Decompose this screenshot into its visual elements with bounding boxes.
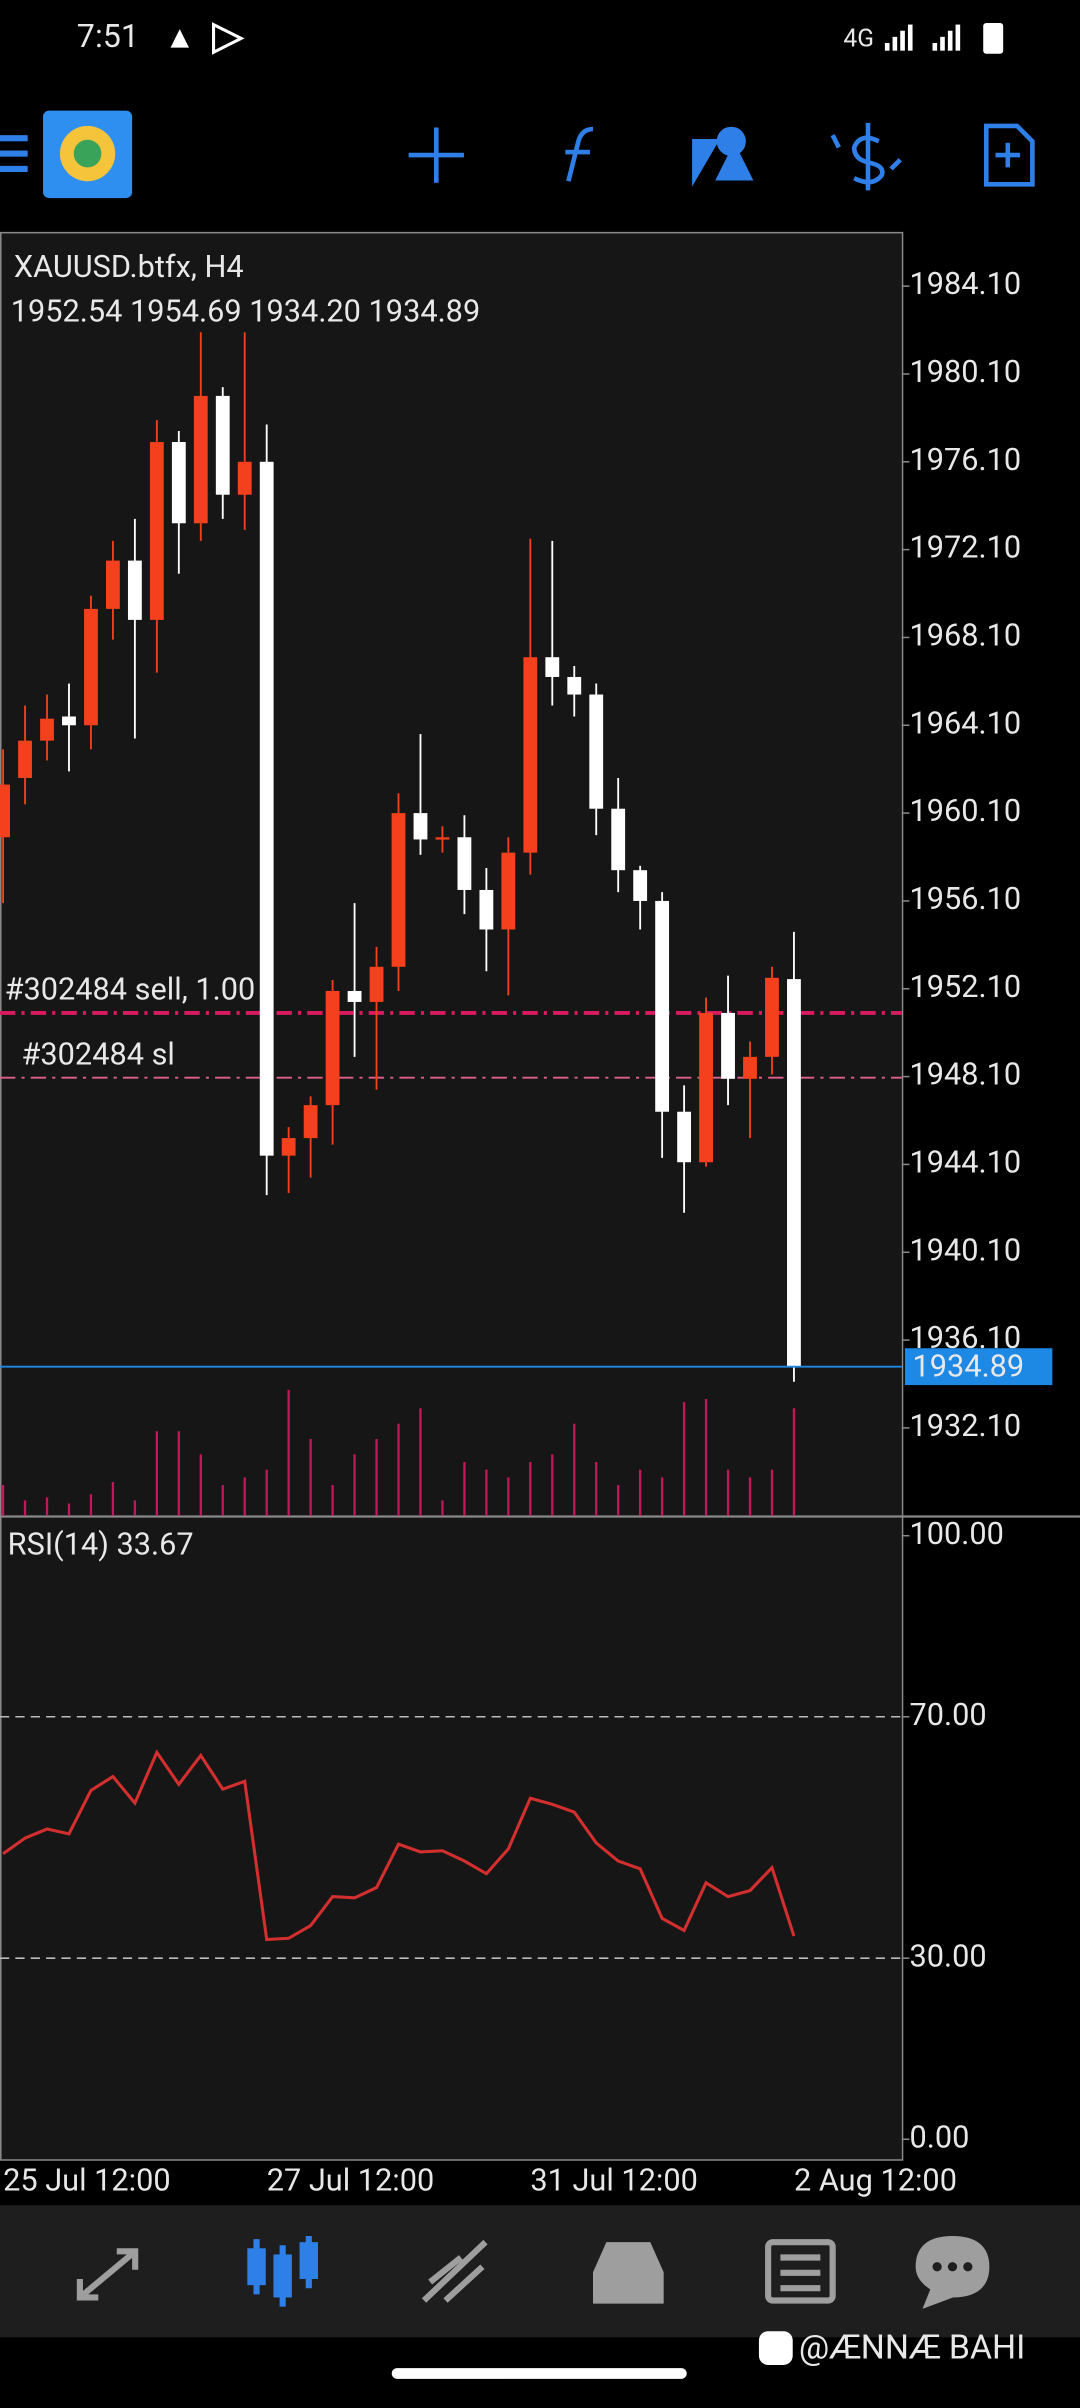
- y-tick-label: 0.00: [909, 2120, 969, 2155]
- candle-body: [501, 852, 516, 930]
- ohlc-readout: 1952.54 1954.69 1934.20 1934.89: [11, 294, 480, 329]
- price-tag: [904, 1348, 1053, 1386]
- candle-body: [171, 442, 186, 524]
- nav-chat[interactable]: [915, 2235, 990, 2309]
- candle-body: [106, 560, 120, 609]
- candle-body: [589, 694, 604, 809]
- candle-body: [18, 740, 32, 778]
- candle-body: [633, 870, 648, 901]
- order-label: #302484 sl: [22, 1037, 175, 1072]
- order-label: #302484 sell, 1.00: [5, 973, 256, 1008]
- home-indicator: [391, 2368, 687, 2379]
- trade-button[interactable]: [830, 122, 902, 191]
- y-tick-label: 1960.10: [909, 794, 1021, 829]
- chart-title: XAUUSD.btfx, H4: [14, 250, 244, 285]
- candle-body: [149, 442, 164, 620]
- x-tick-label: 2 Aug 12:00: [794, 2163, 957, 2198]
- candle-body: [523, 657, 538, 853]
- candle-body: [84, 608, 98, 726]
- candle-body: [413, 813, 428, 840]
- candle-body: [677, 1111, 692, 1163]
- price-tag-label: 1934.89: [913, 1349, 1025, 1384]
- candle-body: [611, 808, 626, 871]
- candle-body: [721, 1012, 735, 1079]
- app-icon[interactable]: [43, 110, 133, 199]
- nav-news[interactable]: [765, 2239, 836, 2304]
- y-tick-label: 70.00: [909, 1698, 986, 1733]
- candle-body: [545, 657, 560, 677]
- candle-body: [743, 1056, 757, 1079]
- candle-body: [40, 718, 54, 741]
- candle-body: [259, 461, 274, 1156]
- candle-body: [127, 560, 142, 620]
- candle-body: [215, 395, 230, 495]
- candle-body: [0, 784, 10, 838]
- bottom-nav: [0, 2205, 1080, 2338]
- nav-trade[interactable]: [421, 2239, 488, 2303]
- indicator-button[interactable]: [565, 126, 594, 182]
- y-tick-label: 1944.10: [909, 1146, 1021, 1181]
- new-order-button[interactable]: [983, 123, 1035, 187]
- y-tick-label: 1932.10: [909, 1409, 1021, 1444]
- candle-body: [699, 1012, 713, 1163]
- nav-history[interactable]: [593, 2242, 664, 2304]
- candle-body: [655, 900, 670, 1112]
- play-icon: [212, 22, 245, 55]
- y-tick-label: 1976.10: [909, 443, 1021, 478]
- candle-body: [457, 837, 472, 890]
- x-tick-label: 25 Jul 12:00: [3, 2163, 171, 2198]
- candle-body: [193, 395, 208, 524]
- facebook-icon: [758, 2331, 793, 2365]
- candle-body: [479, 889, 494, 930]
- crosshair-button[interactable]: [408, 127, 464, 183]
- nav-chart[interactable]: [247, 2236, 319, 2307]
- y-tick-label: 30.00: [909, 1939, 986, 1974]
- x-tick-label: 31 Jul 12:00: [530, 2163, 698, 2198]
- y-tick-label: 1948.10: [909, 1058, 1021, 1093]
- y-tick-label: 1984.10: [909, 267, 1021, 302]
- candle-body: [391, 813, 406, 967]
- y-tick-label: 1964.10: [909, 706, 1021, 741]
- candle-body: [325, 990, 340, 1106]
- x-tick-label: 27 Jul 12:00: [267, 2163, 435, 2198]
- candle-body: [62, 716, 76, 726]
- signal-icons: [884, 23, 1004, 54]
- menu-button[interactable]: [0, 135, 28, 172]
- chart-border: [0, 231, 904, 2161]
- candle-body: [303, 1105, 318, 1139]
- candle-body: [435, 837, 450, 840]
- y-tick-label: 1940.10: [909, 1233, 1021, 1268]
- candle-body: [237, 461, 252, 495]
- y-tick-label: 1972.10: [909, 531, 1021, 566]
- watermark: @ÆNNÆ BAHI: [799, 2329, 1025, 2368]
- objects-button[interactable]: [692, 126, 754, 187]
- network: 4G: [843, 23, 874, 52]
- y-tick-label: 100.00: [909, 1517, 1003, 1552]
- y-tick-label: 1952.10: [909, 970, 1021, 1005]
- candle-body: [765, 977, 779, 1057]
- candle-body: [567, 676, 582, 695]
- nav-quotes[interactable]: [76, 2248, 139, 2301]
- candle-body: [281, 1138, 296, 1156]
- candle-body: [347, 990, 362, 1002]
- candle-body: [369, 966, 384, 1002]
- rsi-line: [2, 1749, 796, 1942]
- y-tick-label: 1980.10: [909, 355, 1021, 390]
- candle-body: [787, 979, 801, 1367]
- y-tick-label: 1956.10: [909, 882, 1021, 917]
- rsi-title: RSI(14) 33.67: [8, 1528, 194, 1563]
- clock: 7:51: [77, 17, 139, 55]
- y-tick-label: 1968.10: [909, 619, 1021, 654]
- alert-icon: [170, 29, 189, 48]
